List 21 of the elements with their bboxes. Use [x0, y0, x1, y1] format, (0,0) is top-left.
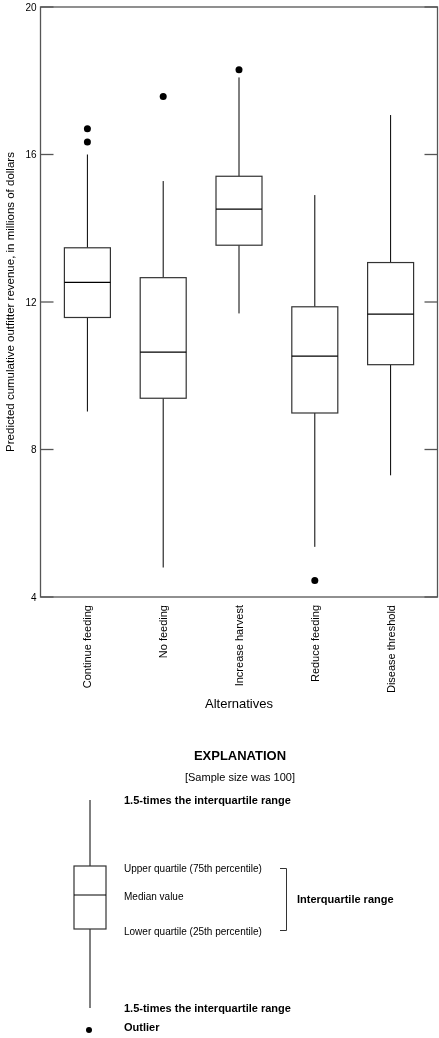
y-axis-title: Predicted cumulative outfitter revenue, in millions of dollars — [4, 151, 16, 452]
text: Outlier — [124, 1021, 161, 1033]
text: 1.5-times the interquartile range — [124, 794, 291, 806]
x-tick-label: Continue feeding — [81, 605, 94, 689]
text: Upper quartile (75th percentile) — [124, 863, 262, 874]
text: 1.5-times the interquartile range — [124, 1002, 291, 1014]
x-axis-title: Alternatives — [205, 696, 274, 711]
text: Interquartile range — [297, 893, 394, 905]
y-tick-label: 4 — [30, 591, 37, 603]
text: EXPLANATION — [193, 748, 287, 763]
y-tick-label: 20 — [25, 1, 37, 13]
x-tick-label: Reduce feeding — [308, 605, 321, 683]
y-tick-label: 12 — [25, 296, 37, 308]
x-tick-label: Disease threshold — [384, 605, 397, 694]
x-tick-label: No feeding — [157, 605, 170, 659]
y-tick-label: 16 — [25, 149, 37, 160]
y-tick-label: 8 — [30, 444, 37, 455]
text: Median value — [124, 891, 184, 902]
x-tick-label: Increase harvest — [233, 605, 245, 687]
text: Lower quartile (25th percentile) — [124, 926, 262, 937]
text: [Sample size was 100] — [184, 771, 296, 783]
